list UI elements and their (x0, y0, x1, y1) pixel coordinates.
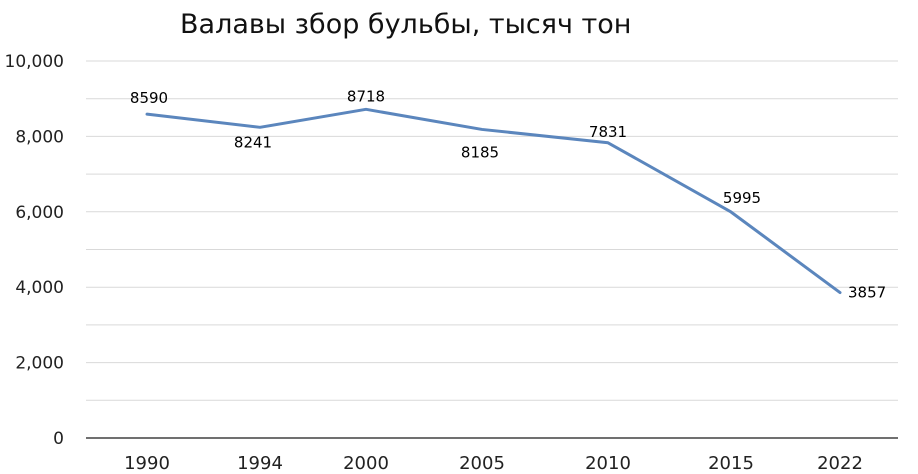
y-tick-label: 4,000 (15, 278, 64, 298)
data-label: 5995 (723, 189, 761, 207)
data-label: 3857 (848, 284, 886, 302)
x-tick-label: 2005 (459, 453, 505, 474)
y-axis-ticks: 0 2,000 4,000 6,000 8,000 10,000 (5, 52, 64, 449)
x-tick-label: 2010 (585, 453, 631, 474)
data-label: 8241 (234, 133, 272, 151)
y-tick-label: 10,000 (5, 52, 64, 72)
y-tick-label: 0 (53, 429, 64, 449)
data-label: 8185 (461, 143, 499, 161)
x-tick-label: 2015 (708, 453, 754, 474)
gridlines (86, 60, 898, 401)
x-tick-label: 2000 (343, 453, 389, 474)
chart-title: Валавы збор бульбы, тысяч тон (180, 9, 631, 40)
y-tick-label: 6,000 (15, 203, 64, 223)
y-tick-label: 8,000 (15, 127, 64, 147)
x-tick-label: 2022 (817, 453, 863, 474)
data-label: 7831 (589, 123, 627, 141)
data-label: 8590 (130, 89, 168, 107)
y-tick-label: 2,000 (15, 354, 64, 374)
series-line (145, 107, 842, 295)
x-tick-label: 1990 (124, 453, 170, 474)
series-group (145, 107, 842, 295)
data-label: 8718 (347, 87, 385, 105)
x-axis-ticks: 1990 1994 2000 2005 2010 2015 2022 (124, 453, 863, 474)
data-labels: 8590 8241 8718 8185 7831 5995 3857 (130, 87, 886, 301)
x-tick-label: 1994 (237, 453, 283, 474)
